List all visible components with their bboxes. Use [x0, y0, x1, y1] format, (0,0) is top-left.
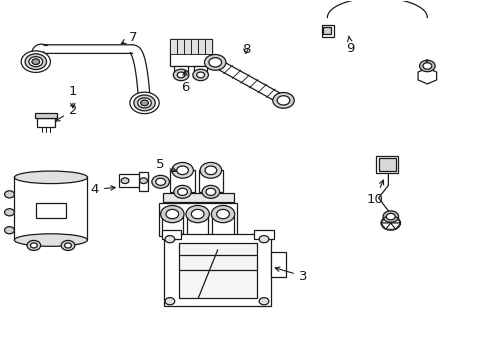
Text: 1: 1 — [68, 85, 77, 108]
Bar — [321, 25, 333, 37]
Bar — [36, 203, 65, 218]
Circle shape — [164, 298, 174, 305]
Circle shape — [191, 210, 203, 219]
Polygon shape — [380, 217, 390, 223]
Circle shape — [30, 243, 37, 248]
Circle shape — [177, 72, 184, 78]
Circle shape — [173, 185, 191, 198]
Polygon shape — [390, 217, 400, 223]
Bar — [163, 193, 233, 202]
Circle shape — [32, 59, 40, 64]
Circle shape — [173, 69, 188, 81]
Bar — [35, 113, 57, 118]
Polygon shape — [385, 217, 395, 223]
Circle shape — [21, 51, 50, 72]
Text: 3: 3 — [275, 267, 306, 283]
Circle shape — [386, 213, 394, 220]
Circle shape — [130, 92, 159, 114]
Ellipse shape — [14, 171, 87, 184]
Bar — [375, 156, 397, 173]
Bar — [212, 216, 233, 235]
Circle shape — [29, 57, 42, 67]
Circle shape — [171, 162, 193, 178]
Bar — [159, 203, 237, 235]
Circle shape — [177, 188, 187, 195]
Bar — [191, 39, 198, 54]
Text: 6: 6 — [181, 71, 189, 94]
Circle shape — [61, 240, 75, 251]
Circle shape — [121, 178, 129, 184]
Bar — [184, 39, 191, 54]
Polygon shape — [380, 223, 390, 229]
Circle shape — [164, 235, 174, 243]
Circle shape — [4, 191, 14, 198]
Circle shape — [138, 98, 151, 108]
Bar — [170, 170, 194, 192]
Bar — [186, 216, 208, 235]
Circle shape — [205, 188, 215, 195]
Polygon shape — [119, 174, 148, 187]
Circle shape — [202, 185, 219, 198]
Ellipse shape — [14, 234, 87, 246]
Text: 5: 5 — [156, 158, 176, 172]
Circle shape — [152, 175, 169, 188]
Bar — [271, 252, 285, 277]
Circle shape — [422, 63, 431, 69]
Bar — [170, 39, 177, 54]
Circle shape — [134, 95, 155, 111]
Circle shape — [216, 210, 229, 219]
Polygon shape — [385, 223, 395, 229]
Circle shape — [211, 206, 234, 223]
Circle shape — [4, 209, 14, 216]
Circle shape — [208, 58, 221, 67]
Polygon shape — [390, 223, 400, 229]
Text: 10: 10 — [366, 180, 383, 206]
Circle shape — [176, 166, 188, 175]
Circle shape — [277, 96, 289, 105]
Bar — [163, 234, 271, 306]
Circle shape — [141, 100, 148, 106]
Text: 8: 8 — [241, 42, 250, 55]
Circle shape — [272, 93, 294, 108]
Bar — [174, 66, 187, 75]
Bar — [139, 172, 148, 192]
Bar — [14, 177, 87, 240]
Bar — [193, 66, 207, 75]
Polygon shape — [417, 68, 436, 84]
Circle shape — [259, 298, 268, 305]
Bar — [198, 39, 204, 54]
Text: 9: 9 — [346, 36, 354, 54]
Circle shape — [156, 178, 165, 185]
Circle shape — [4, 226, 14, 234]
Bar — [170, 39, 211, 66]
Text: 4: 4 — [90, 183, 115, 196]
Circle shape — [140, 178, 147, 184]
Bar — [177, 39, 184, 54]
Circle shape — [27, 240, 41, 251]
Text: 7: 7 — [121, 31, 137, 44]
Circle shape — [419, 60, 434, 72]
Bar — [254, 230, 273, 239]
Circle shape — [196, 72, 204, 78]
Circle shape — [25, 54, 46, 69]
Circle shape — [204, 166, 216, 175]
Bar — [161, 230, 181, 239]
Circle shape — [204, 54, 225, 70]
Text: 2: 2 — [55, 104, 77, 121]
Bar — [204, 39, 211, 54]
Circle shape — [382, 211, 398, 222]
Circle shape — [64, 243, 71, 248]
Bar — [161, 216, 183, 235]
Bar — [37, 118, 55, 127]
Bar — [178, 243, 256, 298]
Circle shape — [200, 162, 221, 178]
Circle shape — [192, 69, 208, 81]
Circle shape — [165, 210, 178, 219]
Circle shape — [185, 206, 209, 223]
Bar — [198, 170, 223, 192]
Circle shape — [160, 206, 183, 223]
Bar — [323, 27, 330, 35]
Circle shape — [259, 235, 268, 243]
Bar — [378, 158, 395, 171]
